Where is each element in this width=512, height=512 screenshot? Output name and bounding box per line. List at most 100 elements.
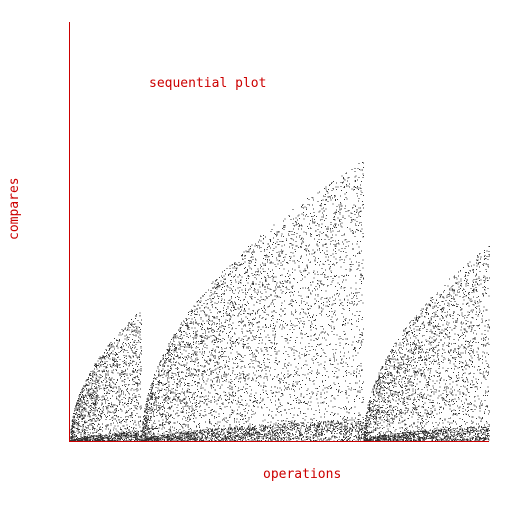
data-point <box>102 364 104 366</box>
data-point <box>268 276 270 278</box>
data-point <box>349 294 351 296</box>
data-point <box>130 348 132 350</box>
data-point <box>325 233 327 235</box>
data-point <box>105 428 107 430</box>
data-point <box>127 431 129 433</box>
data-point <box>174 364 176 366</box>
data-point <box>251 286 253 288</box>
data-point <box>244 304 246 305</box>
data-point <box>241 255 242 256</box>
data-point <box>95 377 97 379</box>
data-point <box>112 359 114 361</box>
data-point <box>99 438 101 440</box>
data-point <box>112 440 113 442</box>
data-point <box>180 322 182 324</box>
data-point <box>186 344 188 346</box>
data-point <box>162 359 164 361</box>
data-point <box>84 433 86 435</box>
data-point <box>87 439 89 441</box>
data-point <box>101 438 103 440</box>
data-point <box>163 374 165 375</box>
data-point <box>307 204 309 206</box>
data-point <box>220 316 222 318</box>
data-point <box>190 415 191 417</box>
data-point <box>184 344 186 346</box>
data-point <box>267 287 269 289</box>
data-point <box>90 405 92 407</box>
data-point <box>138 340 140 341</box>
data-point <box>253 359 255 361</box>
data-point <box>220 394 221 396</box>
data-point <box>171 354 173 355</box>
data-point <box>105 425 107 427</box>
data-point <box>299 357 301 359</box>
data-point <box>247 282 249 284</box>
data-point <box>313 277 315 279</box>
data-point <box>152 428 154 430</box>
data-point <box>203 352 205 354</box>
data-point <box>273 324 275 326</box>
data-point <box>264 299 266 301</box>
data-point <box>130 357 132 359</box>
data-point <box>178 343 180 345</box>
data-point <box>146 436 148 438</box>
data-point <box>293 349 295 351</box>
data-point <box>76 438 78 440</box>
data-point <box>183 363 185 365</box>
data-point <box>91 432 93 434</box>
data-point <box>185 318 187 320</box>
data-point <box>124 436 126 437</box>
data-point <box>260 250 262 252</box>
data-point <box>240 263 242 265</box>
data-point <box>89 396 91 398</box>
data-point <box>71 428 72 430</box>
data-point <box>97 371 99 373</box>
data-point <box>240 402 241 403</box>
data-point <box>107 405 109 407</box>
data-point <box>284 308 286 309</box>
data-point <box>138 438 140 440</box>
data-point <box>126 419 128 420</box>
data-point <box>269 437 271 439</box>
data-point <box>73 431 75 433</box>
data-point <box>247 317 248 319</box>
data-point <box>98 415 100 416</box>
data-point <box>210 320 212 322</box>
data-point <box>98 366 100 368</box>
data-point <box>175 394 177 396</box>
data-point <box>121 433 123 435</box>
data-point <box>95 384 97 386</box>
data-point <box>95 374 97 376</box>
data-point <box>348 395 350 396</box>
data-point <box>215 389 216 391</box>
data-point <box>258 384 259 386</box>
data-point <box>298 236 300 238</box>
data-point <box>199 314 200 316</box>
data-point <box>280 324 282 326</box>
data-point <box>195 347 197 349</box>
data-point <box>106 370 107 372</box>
data-point <box>71 439 73 441</box>
data-point <box>189 371 191 373</box>
data-point <box>138 382 140 384</box>
data-point <box>194 410 195 412</box>
data-point <box>79 425 81 427</box>
data-point <box>224 372 226 374</box>
data-point <box>82 426 84 428</box>
data-point <box>156 397 158 399</box>
data-point <box>193 421 195 423</box>
data-point <box>216 285 218 287</box>
data-point <box>270 294 271 296</box>
data-point <box>96 417 98 419</box>
data-point <box>114 342 115 344</box>
data-point <box>361 192 363 193</box>
data-point <box>82 438 84 439</box>
data-point <box>108 411 110 413</box>
data-point <box>146 427 148 429</box>
data-point <box>83 389 85 391</box>
data-point <box>187 336 189 338</box>
data-point <box>123 362 125 364</box>
data-point <box>354 219 356 221</box>
data-point <box>70 432 72 434</box>
data-point <box>219 356 221 357</box>
